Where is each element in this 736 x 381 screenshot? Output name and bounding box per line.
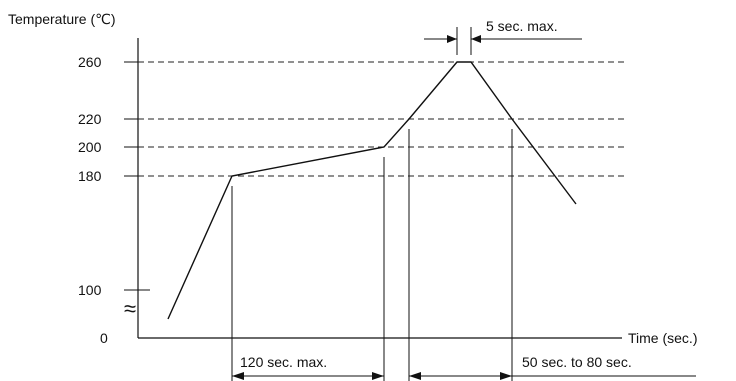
preheat-label: 120 sec. max. (240, 354, 327, 370)
x-axis-label: Time (sec.) (628, 330, 697, 346)
y-tick-0: 0 (100, 330, 108, 346)
y-tick-100: 100 (78, 282, 102, 298)
peak-hold-arrowhead-left (447, 35, 457, 43)
above-220-arrowhead-left (409, 372, 421, 380)
peak-hold-arrowhead-right (471, 35, 481, 43)
y-tick-220: 220 (78, 111, 102, 127)
y-tick-200: 200 (78, 139, 102, 155)
preheat-arrowhead-left (232, 372, 244, 380)
above-220-label: 50 sec. to 80 sec. (522, 354, 632, 370)
above-220-arrowhead-right (500, 372, 512, 380)
peak-hold-label: 5 sec. max. (486, 18, 558, 34)
preheat-arrowhead-right (372, 372, 384, 380)
axis-break-icon: ≈ (124, 296, 136, 321)
y-tick-180: 180 (78, 168, 102, 184)
y-tick-260: 260 (78, 54, 102, 70)
y-axis-label: Temperature (℃) (8, 11, 116, 27)
temperature-profile-curve (167, 61, 577, 320)
